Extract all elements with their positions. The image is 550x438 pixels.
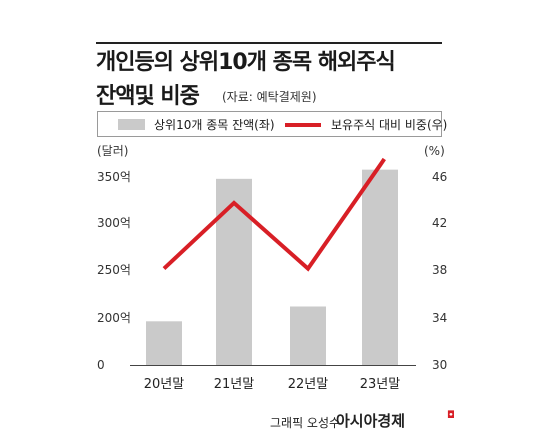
- title-rule: [96, 42, 442, 44]
- legend: 상위10개 종목 잔액(좌) 보유주식 대비 비중(우): [97, 111, 447, 137]
- x-tick-label: 21년말: [214, 377, 255, 392]
- graphic-credit: 그래픽 오성수: [270, 416, 341, 430]
- y-right-tick-label: 46: [432, 170, 447, 184]
- y-left-tick-label: 300억: [97, 216, 131, 230]
- bar: [216, 178, 252, 365]
- legend-line-label: 보유주식 대비 비중(우): [331, 118, 448, 132]
- legend-bar-label: 상위10개 종목 잔액(좌): [154, 118, 275, 132]
- line-series: [162, 157, 386, 272]
- bar: [146, 321, 182, 365]
- y-left-tick-label: 0: [97, 358, 105, 372]
- bar: [362, 169, 398, 365]
- x-tick-label: 20년말: [144, 377, 185, 392]
- brand-mark-icon: ◘: [447, 410, 455, 421]
- brand-logo: 아시아경제: [336, 412, 406, 430]
- y-right-unit: (%): [424, 144, 445, 158]
- x-tick-label: 22년말: [288, 377, 329, 392]
- legend-line-swatch: [285, 123, 321, 127]
- y-left-tick-label: 250억: [97, 263, 131, 277]
- chart-title-line2: 잔액및 비중: [96, 84, 200, 109]
- chart-title-line1: 개인등의 상위10개 종목 해외주식: [96, 50, 396, 75]
- y-right-tick-label: 42: [432, 216, 447, 230]
- legend-bar-swatch: [118, 119, 145, 130]
- bar: [290, 306, 326, 365]
- y-right-tick-label: 30: [432, 358, 447, 372]
- y-left-unit: (달러): [97, 144, 128, 158]
- y-right-tick-label: 38: [432, 263, 447, 277]
- y-left-tick-label: 200억: [97, 311, 131, 325]
- chart-source: (자료: 예탁결제원): [222, 90, 317, 104]
- x-tick-label: 23년말: [360, 377, 401, 392]
- y-right-tick-label: 34: [432, 311, 447, 325]
- y-left-tick-label: 350억: [97, 170, 131, 184]
